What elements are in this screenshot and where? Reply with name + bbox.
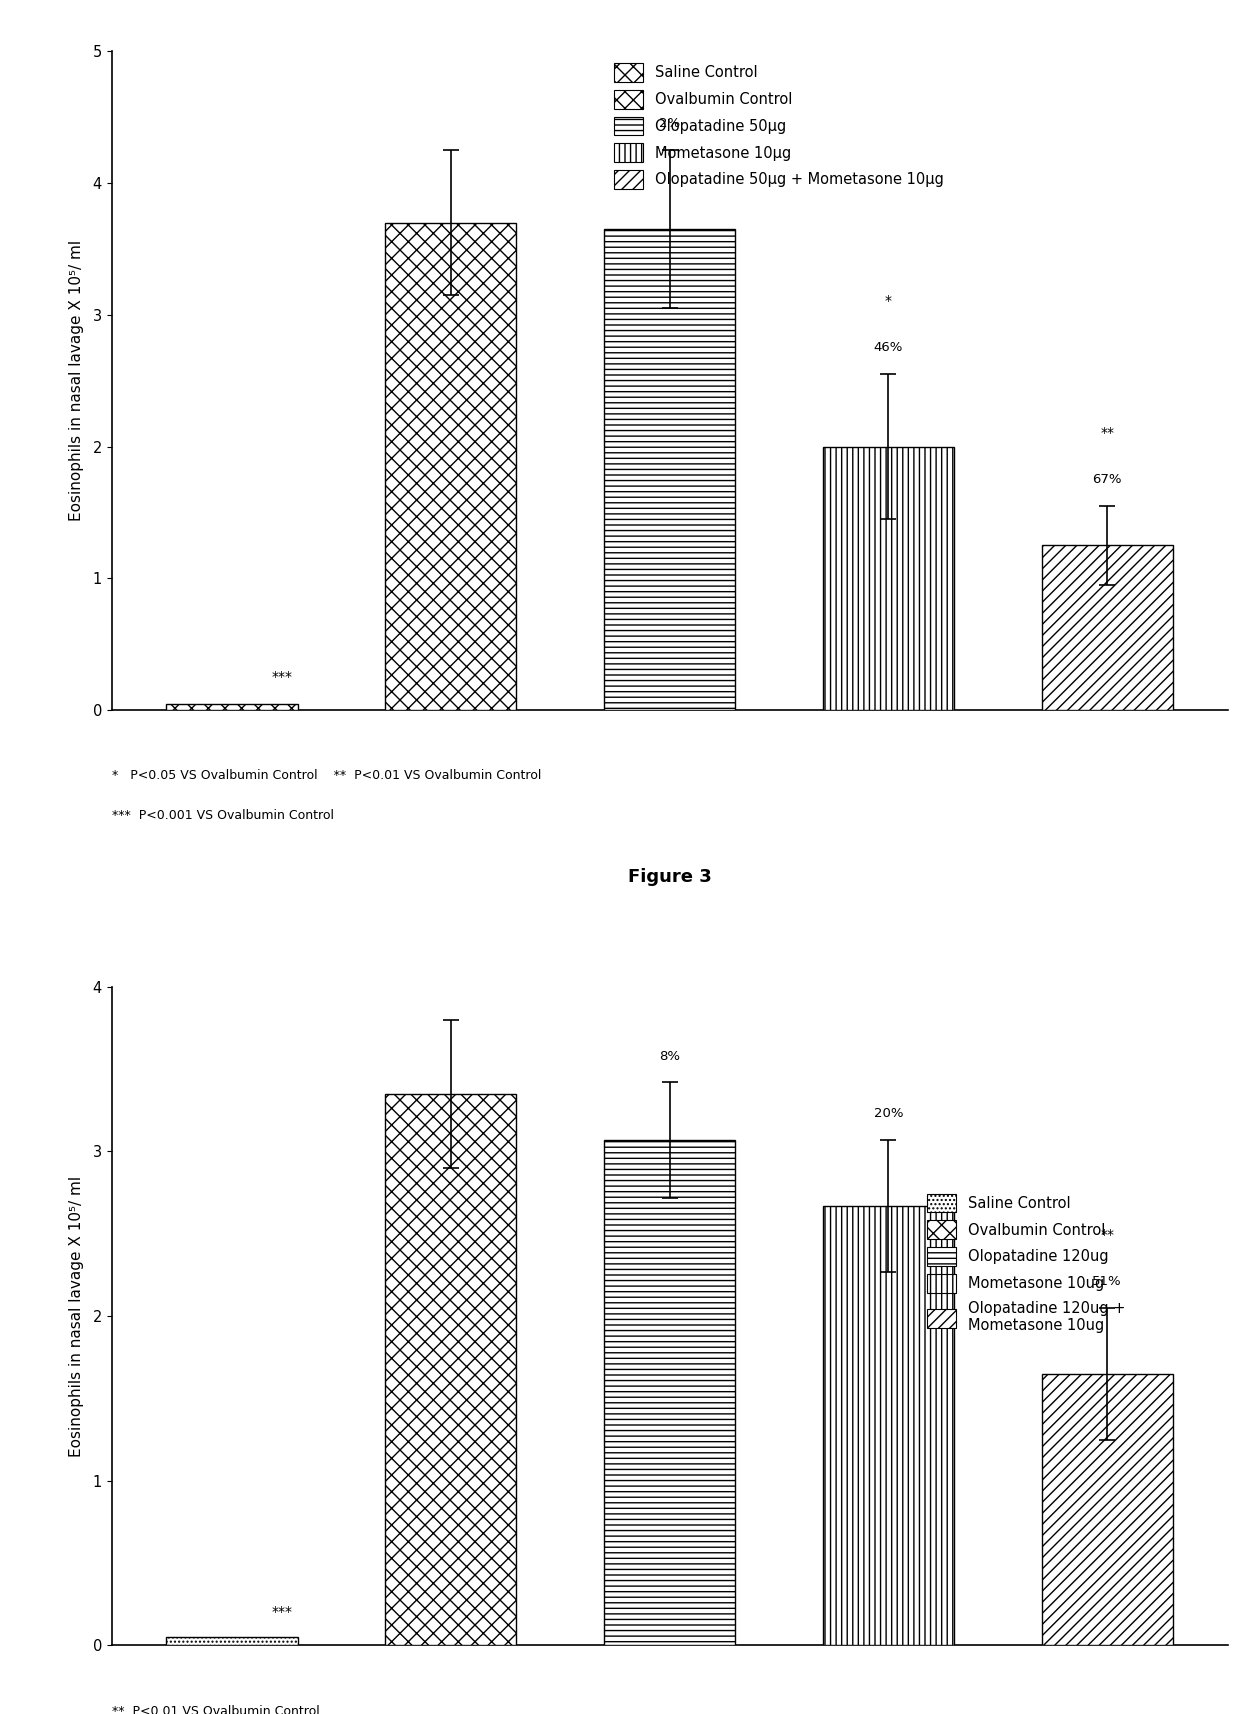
Text: Figure 3: Figure 3 <box>627 869 712 886</box>
Text: ***: *** <box>272 670 293 684</box>
Text: **: ** <box>1100 1227 1115 1243</box>
Bar <box>166 703 298 710</box>
Bar <box>166 1637 298 1645</box>
Text: 46%: 46% <box>874 341 903 355</box>
Bar <box>604 230 735 710</box>
Text: 8%: 8% <box>660 1049 680 1063</box>
Bar <box>1042 1373 1173 1645</box>
Legend: Saline Control, Ovalbumin Control, Olopatadine 120ug, Mometasone 10ug, Olopatadi: Saline Control, Ovalbumin Control, Olopa… <box>923 1190 1130 1337</box>
Text: ***: *** <box>272 1604 293 1620</box>
Text: *: * <box>885 295 892 309</box>
Text: 20%: 20% <box>874 1107 903 1121</box>
Text: *   P<0.05 VS Ovalbumin Control    **  P<0.01 VS Ovalbumin Control: * P<0.05 VS Ovalbumin Control ** P<0.01 … <box>112 770 541 782</box>
Text: ***  P<0.001 VS Ovalbumin Control: *** P<0.001 VS Ovalbumin Control <box>112 809 334 823</box>
Bar <box>823 1205 954 1645</box>
Bar <box>823 447 954 710</box>
Text: **  P<0.01 VS Ovalbumin Control: ** P<0.01 VS Ovalbumin Control <box>112 1705 320 1714</box>
Text: 2%: 2% <box>658 118 681 130</box>
Legend: Saline Control, Ovalbumin Control, Olopatadine 50μg, Mometasone 10μg, Olopatadin: Saline Control, Ovalbumin Control, Olopa… <box>610 58 949 194</box>
Bar <box>386 1094 516 1645</box>
Bar <box>386 223 516 710</box>
Text: 67%: 67% <box>1092 473 1122 487</box>
Text: 51%: 51% <box>1092 1275 1122 1289</box>
Y-axis label: Eosinophils in nasal lavage X 10⁵/ ml: Eosinophils in nasal lavage X 10⁵/ ml <box>69 1176 84 1457</box>
Y-axis label: Eosinophils in nasal lavage X 10⁵/ ml: Eosinophils in nasal lavage X 10⁵/ ml <box>69 240 84 521</box>
Bar <box>1042 545 1173 710</box>
Text: **: ** <box>1100 427 1115 440</box>
Bar <box>604 1140 735 1645</box>
